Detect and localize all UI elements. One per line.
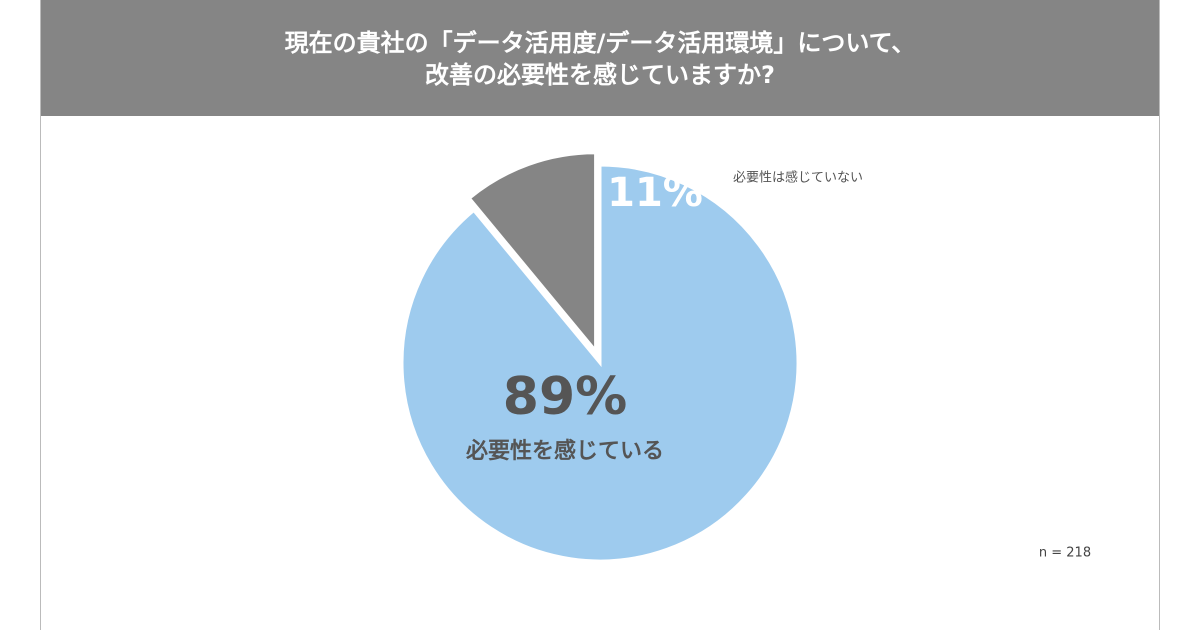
note: n = 218 [1039, 546, 1091, 561]
value-label: 11% [607, 170, 703, 216]
slice-label: 必要性は感じていない [733, 170, 863, 186]
header-band [41, 0, 1159, 116]
chart-title: 現在の貴社の「データ活用度/データ活用環境」について、 [285, 29, 916, 57]
pie-slice [400, 163, 800, 563]
value-label: 89% [503, 367, 627, 427]
chart-title: 改善の必要性を感じていますか? [425, 61, 775, 89]
slice-label: 必要性を感じている [466, 438, 664, 464]
pie-slice [467, 151, 598, 355]
